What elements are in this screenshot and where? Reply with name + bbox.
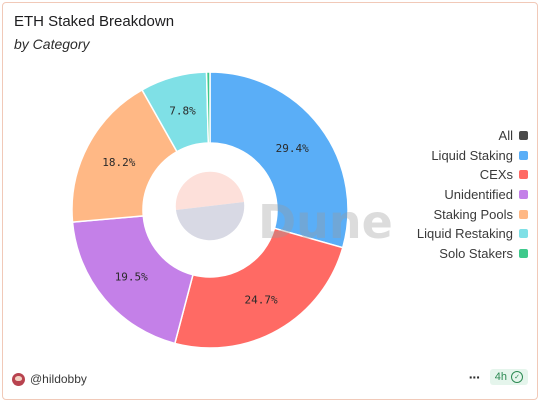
legend-swatch — [519, 190, 528, 200]
slice-label: 19.5% — [115, 270, 148, 283]
legend-swatch — [519, 229, 528, 239]
author-name: @hildobby — [30, 372, 87, 386]
slice-label: 7.8% — [169, 105, 196, 118]
legend-label: Liquid Staking — [431, 147, 513, 163]
legend-item-liquid-restaking[interactable]: Liquid Restaking — [417, 224, 528, 244]
author-link[interactable]: @hildobby — [12, 372, 87, 386]
legend-label: All — [498, 128, 513, 144]
slice-label: 29.4% — [276, 142, 309, 155]
dune-watermark: Dune — [258, 195, 393, 249]
legend-swatch — [519, 150, 528, 160]
slice-label: 24.7% — [244, 293, 277, 306]
donut-slice-solo-stakers[interactable] — [205, 71, 211, 144]
dune-logo-icon — [175, 171, 245, 241]
donut-slice-unidentified[interactable] — [71, 215, 194, 345]
legend-label: Unidentified — [444, 187, 513, 203]
check-circle-icon: ✓ — [511, 371, 523, 383]
legend-swatch — [519, 170, 528, 180]
chart-subtitle: by Category — [14, 36, 90, 52]
legend-swatch — [519, 131, 528, 141]
refresh-age: 4h — [494, 371, 507, 383]
slice-label: 18.2% — [102, 156, 135, 169]
donut-slice-cexs[interactable] — [173, 227, 344, 349]
donut-slice-staking-pools[interactable] — [71, 88, 179, 223]
more-options-icon[interactable]: ··· — [468, 369, 481, 385]
footer-actions: ··· 4h ✓ — [469, 369, 528, 385]
legend-label: Liquid Restaking — [416, 226, 513, 242]
chart-title: ETH Staked Breakdown — [14, 13, 175, 30]
legend-label: Staking Pools — [433, 206, 514, 222]
legend-item-unidentified[interactable]: Unidentified — [417, 185, 528, 205]
legend-item-staking-pools[interactable]: Staking Pools — [417, 204, 528, 224]
avatar-icon — [12, 372, 25, 386]
legend-swatch — [519, 209, 528, 219]
legend-item-cexs[interactable]: CEXs — [417, 165, 528, 185]
chart-legend: All Liquid Staking CEXs Unidentified Staking… — [417, 126, 528, 263]
legend-label: CEXs — [479, 167, 513, 183]
legend-item-liquid-staking[interactable]: Liquid Staking — [417, 146, 528, 166]
legend-item-all[interactable]: All — [417, 126, 528, 146]
donut-slice-liquid-staking[interactable] — [209, 71, 349, 249]
legend-label: Solo Stakers — [439, 245, 513, 261]
legend-item-solo-stakers[interactable]: Solo Stakers — [417, 244, 528, 264]
legend-swatch — [519, 248, 528, 258]
refresh-badge[interactable]: 4h ✓ — [489, 369, 528, 385]
